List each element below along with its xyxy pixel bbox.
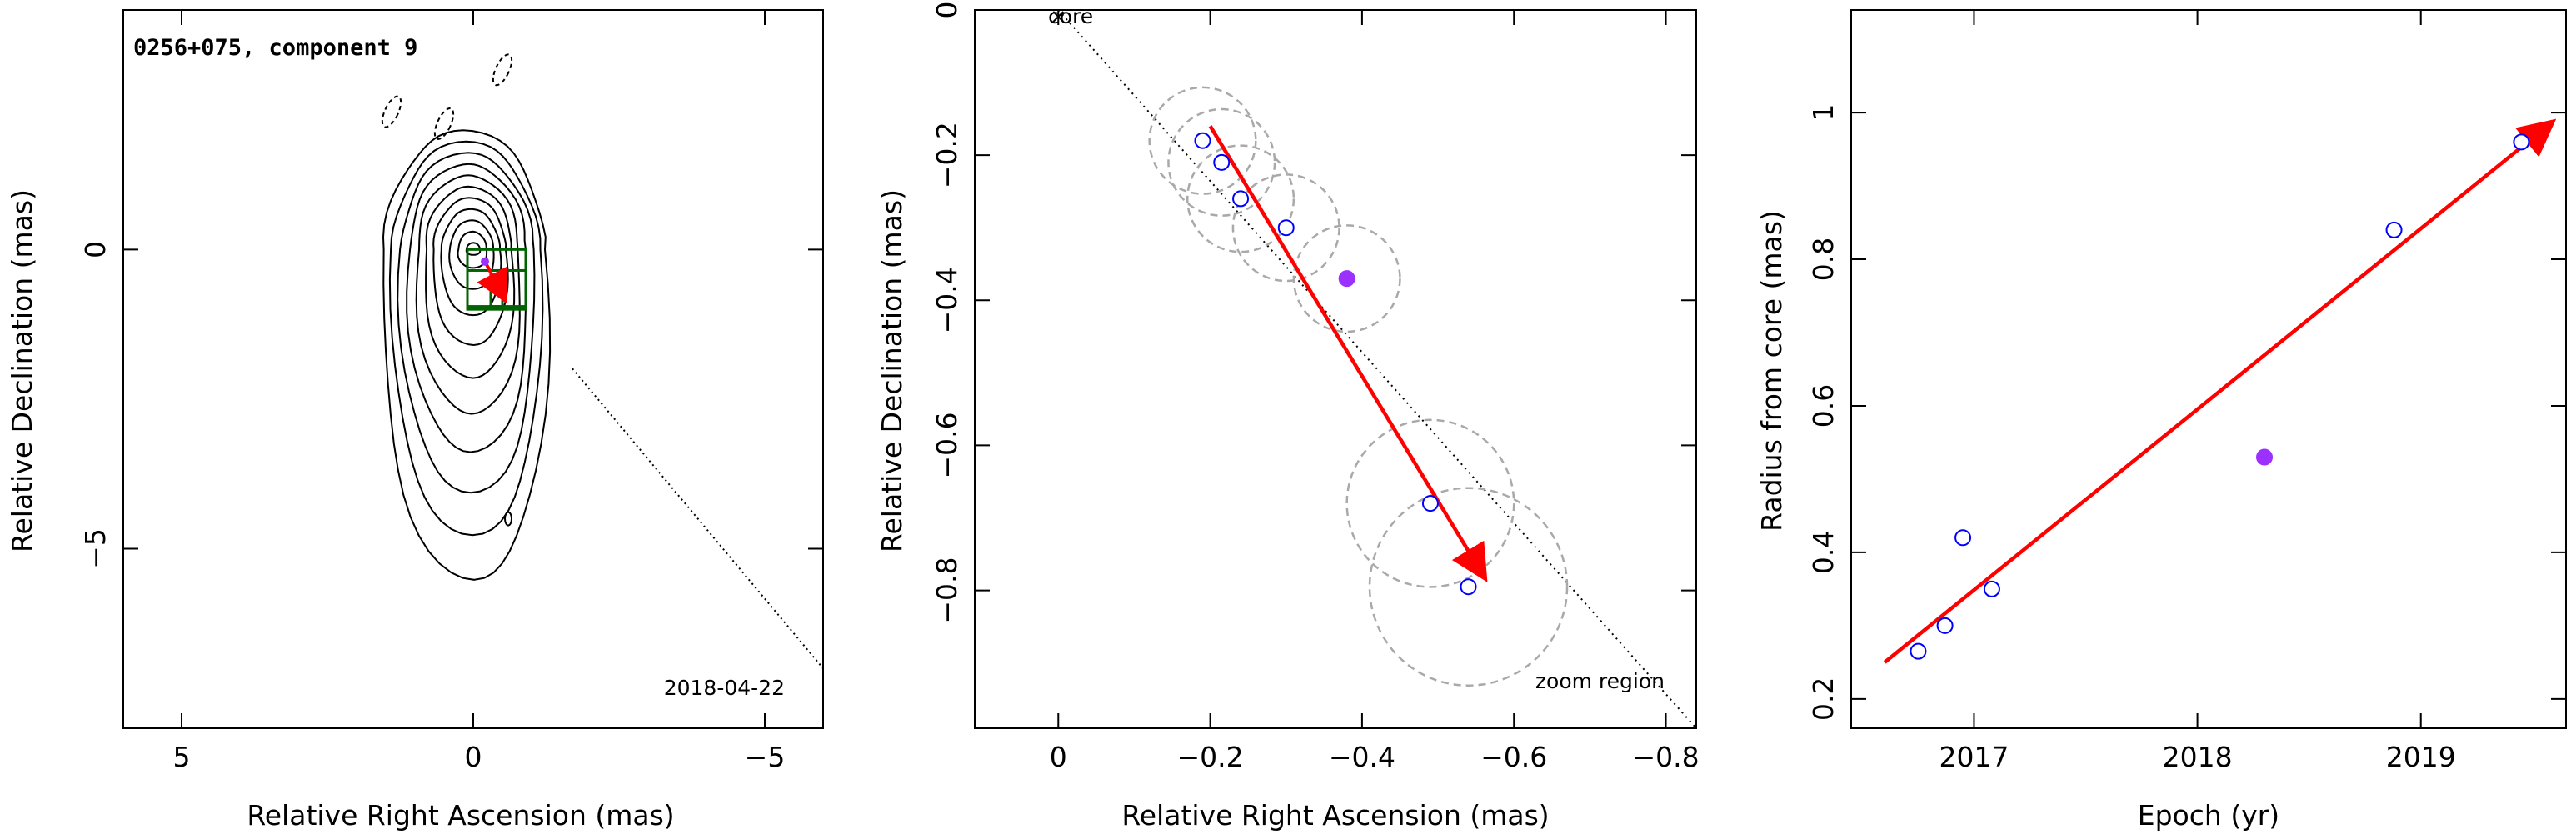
motion-vector-arrow <box>477 259 507 304</box>
map-y-axis-label: Relative Declination (mas) <box>6 189 38 552</box>
open-point <box>1983 580 2000 598</box>
open-point <box>1232 190 1250 208</box>
x-tick-label: −5 <box>745 741 786 773</box>
panel-map-data <box>466 248 824 669</box>
component-size-circle <box>1345 418 1515 588</box>
contour-line <box>415 174 521 415</box>
y-tick-label: −0.2 <box>931 122 963 188</box>
x-tick-label: −0.6 <box>1480 741 1547 773</box>
panel-zoom-frame <box>974 9 1697 729</box>
open-point <box>1460 578 1477 596</box>
open-point <box>1213 153 1231 171</box>
zoom-region-label: zoom region <box>1535 669 1665 693</box>
panel-radius-data <box>1883 118 2557 664</box>
filled-point <box>2256 448 2274 466</box>
open-point <box>1421 495 1439 512</box>
contour-line <box>397 152 536 494</box>
open-point <box>2513 133 2530 151</box>
x-tick-label: 2017 <box>1939 741 2009 773</box>
panel-radius: 2017 2018 2019 0.2 0.4 0.6 0.8 1 Epoch (yr) Rad… <box>1755 9 2567 832</box>
map-title: 0256+075, component 9 <box>133 35 417 61</box>
open-point <box>1910 642 1927 660</box>
epoch-date: 2018-04-22 <box>664 676 785 700</box>
x-tick-label: 2018 <box>2163 741 2233 773</box>
component-size-circle <box>1231 173 1340 282</box>
x-tick-label: −0.4 <box>1329 741 1395 773</box>
contour-map <box>381 53 552 581</box>
y-tick-label: −5 <box>79 528 112 569</box>
open-point <box>1954 529 1972 547</box>
open-point <box>1277 219 1295 237</box>
y-tick-label: 0.2 <box>1807 678 1840 721</box>
contour-line <box>504 511 512 527</box>
y-tick-label: 0.8 <box>1807 238 1840 281</box>
zoom-x-axis-label: Relative Right Ascension (mas) <box>1121 799 1549 832</box>
x-tick-label: 2019 <box>2386 741 2456 773</box>
y-tick-label: 0.4 <box>1807 531 1840 574</box>
component-marker <box>481 257 489 266</box>
component-size-circle <box>1368 487 1569 687</box>
x-tick-label: 5 <box>173 741 191 773</box>
open-point <box>1936 617 1954 634</box>
y-tick-label: −0.8 <box>931 557 963 623</box>
x-tick-label: −0.2 <box>1177 741 1244 773</box>
zoom-box <box>466 248 527 311</box>
y-tick-label: 1 <box>1807 104 1840 122</box>
panel-map-ticks: 5 0 −5 0 −5 <box>79 10 823 773</box>
jet-axis-line <box>1057 9 1697 729</box>
panel-map-frame <box>122 9 824 729</box>
panel-zoom: 0 −0.2 −0.4 −0.6 −0.80−0.2−0.4−0.6−0.8 core … <box>876 2 1700 832</box>
contour-line <box>457 230 488 269</box>
panel-zoom-data <box>1052 9 1697 729</box>
jet-axis-line <box>572 368 824 669</box>
y-tick-label: −0.6 <box>931 412 963 478</box>
open-point <box>1194 132 1211 149</box>
filled-point <box>1338 270 1355 288</box>
fit-line-arrow <box>1883 118 2557 664</box>
negative-contour <box>492 53 513 87</box>
contour-line <box>382 129 552 581</box>
contour-line <box>388 140 544 537</box>
core-label: core <box>1048 4 1093 28</box>
x-tick-label: 0 <box>1050 741 1067 773</box>
panel-radius-ticks: 2017 2018 2019 0.2 0.4 0.6 0.8 1 <box>1807 10 2566 773</box>
contour-line <box>406 162 527 453</box>
negative-contour <box>433 108 455 140</box>
zoom-y-axis-label: Relative Declination (mas) <box>876 189 908 552</box>
panel-radius-frame <box>1850 9 2567 729</box>
contour-line <box>432 197 509 347</box>
contour-line <box>425 185 516 379</box>
y-tick-label: 0 <box>931 2 963 19</box>
open-point <box>2385 221 2403 238</box>
component-size-circle <box>1148 86 1257 195</box>
y-tick-label: 0.6 <box>1807 384 1840 428</box>
negative-contour <box>381 95 402 128</box>
radius-y-axis-label: Radius from core (mas) <box>1755 210 1788 532</box>
map-x-axis-label: Relative Right Ascension (mas) <box>247 799 674 832</box>
panel-map: 5 0 −5 0 −5 0256+075, component 9 2018-04-22… <box>6 9 824 832</box>
component-size-circle <box>1186 144 1295 253</box>
component-size-circle <box>1167 108 1276 217</box>
component-size-circle <box>1292 224 1401 333</box>
x-tick-label: 0 <box>465 741 482 773</box>
y-tick-label: −0.4 <box>931 267 963 333</box>
x-tick-label: −0.8 <box>1632 741 1699 773</box>
panel-zoom-ticks: 0 −0.2 −0.4 −0.6 −0.8 0 −0.2 −0.4 −0.6 −0.8 <box>931 2 1700 774</box>
radius-x-axis-label: Epoch (yr) <box>2138 799 2279 832</box>
y-tick-label: 0 <box>79 241 112 258</box>
